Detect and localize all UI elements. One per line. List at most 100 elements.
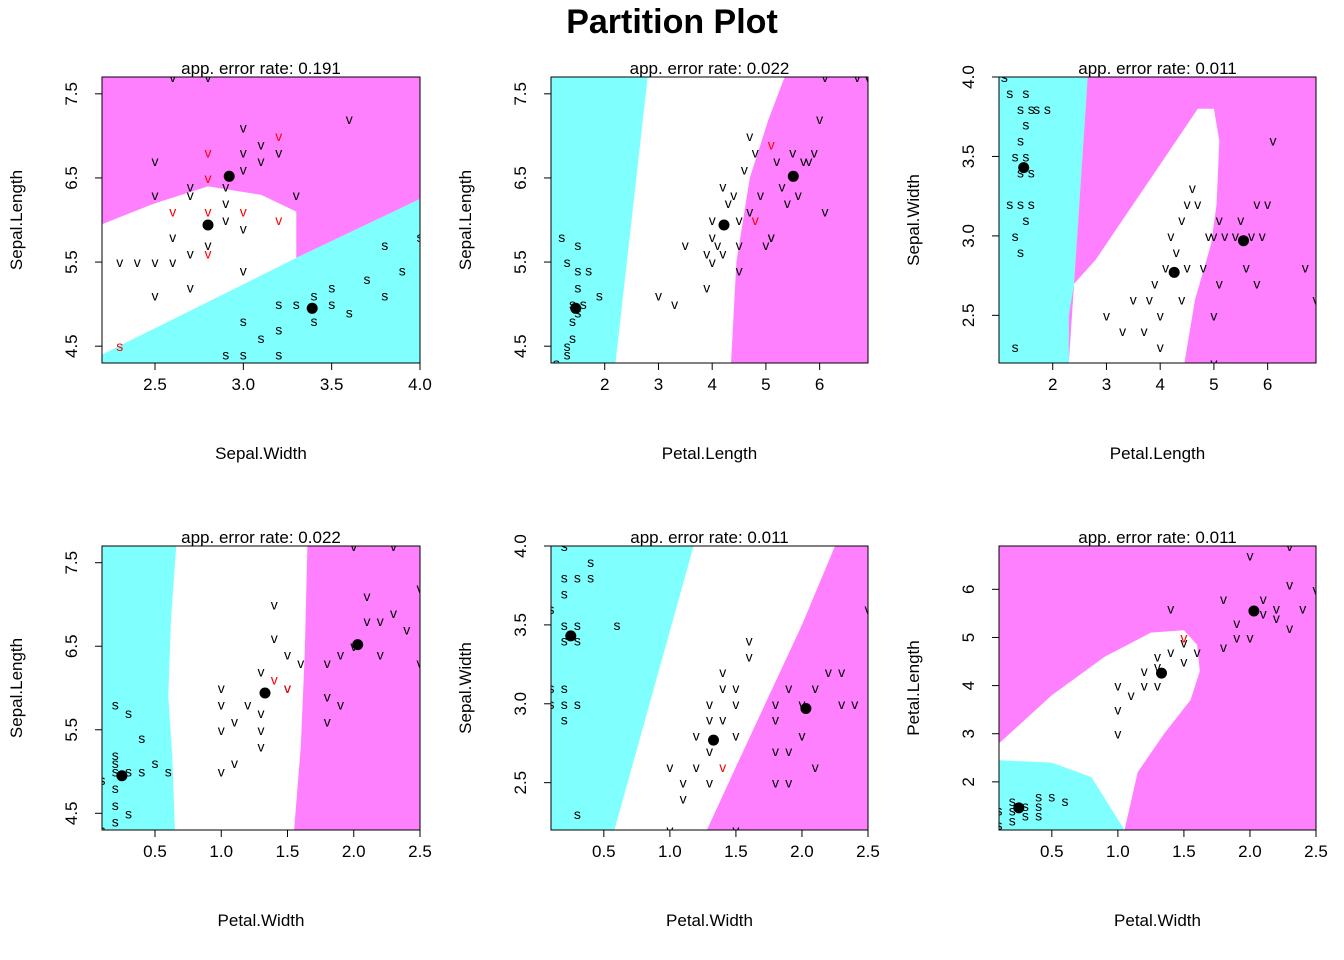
point-setosa: s: [1022, 85, 1029, 101]
point-versicolor-virginica: v: [205, 170, 212, 186]
point-versicolor-virginica: v: [785, 680, 792, 696]
point-versicolor-virginica: v: [757, 187, 764, 203]
y-tick-label: 3.5: [511, 613, 530, 637]
point-setosa: s: [574, 570, 581, 586]
point-versicolor-virginica: v: [795, 187, 802, 203]
point-versicolor-virginica: v: [258, 722, 265, 738]
point-setosa: s: [580, 296, 587, 312]
y-tick-label: 4.5: [62, 801, 81, 825]
point-versicolor-virginica: v: [364, 588, 371, 604]
y-tick-label: 3: [959, 729, 978, 738]
point-versicolor-virginica: v: [1194, 644, 1201, 660]
region-setosa: [102, 546, 177, 830]
point-setosa: s: [1033, 101, 1040, 117]
subtitle: app. error rate: 0.011: [1078, 528, 1236, 547]
point-versicolor-virginica: v: [1141, 663, 1148, 679]
point-versicolor-virginica: v: [1180, 630, 1187, 646]
point-setosa: s: [574, 279, 581, 295]
point-setosa: s: [112, 747, 119, 763]
point-setosa: s: [574, 263, 581, 279]
point-versicolor-virginica: v: [789, 145, 796, 161]
point-setosa: s: [558, 229, 565, 245]
x-tick-label: 3.5: [320, 375, 344, 394]
x-tick-label: 6: [815, 375, 824, 394]
class-mean: [223, 170, 235, 182]
point-setosa: s: [258, 330, 265, 346]
point-setosa: s: [1012, 339, 1019, 355]
regions: [551, 546, 868, 830]
regions: [999, 77, 1316, 363]
point-versicolor-virginica: v: [377, 613, 384, 629]
point-versicolor-virginica: v: [703, 279, 710, 295]
region-setosa: [102, 199, 420, 363]
point-versicolor-virginica: v: [1270, 133, 1277, 149]
point-versicolor-virginica: v: [152, 288, 159, 304]
point-versicolor-virginica: v: [187, 187, 194, 203]
plot-frame: [550, 76, 869, 364]
x-tick-label: 3: [654, 375, 663, 394]
point-versicolor-virginica: v: [784, 195, 791, 211]
x-tick-label: 2.5: [1304, 842, 1328, 861]
point-versicolor-virginica: v: [1114, 702, 1121, 718]
point-setosa: s: [1035, 808, 1042, 824]
point-versicolor-virginica: v: [222, 212, 229, 228]
point-versicolor-virginica: v: [746, 204, 753, 220]
point-versicolor-virginica: v: [169, 254, 176, 270]
point-versicolor-virginica: v: [1128, 687, 1135, 703]
plot-frame: [998, 545, 1317, 831]
point-setosa: s: [1006, 196, 1013, 212]
point-versicolor-virginica: v: [240, 145, 247, 161]
point-versicolor-virginica: v: [746, 648, 753, 664]
point-versicolor-virginica: v: [169, 204, 176, 220]
point-versicolor-virginica: v: [1141, 323, 1148, 339]
x-tick-label: 0.5: [1040, 842, 1064, 861]
point-setosa: s: [165, 764, 172, 780]
plot-frame: [101, 545, 421, 831]
point-setosa: s: [1009, 803, 1016, 819]
point-setosa: s: [222, 347, 229, 363]
point-versicolor-virginica: v: [240, 263, 247, 279]
point-setosa: s: [381, 288, 388, 304]
class-mean: [1168, 266, 1180, 278]
point-versicolor-virginica: v: [714, 237, 721, 253]
class-mean: [202, 219, 214, 231]
point-versicolor-virginica: v: [822, 204, 829, 220]
point-versicolor-virginica: v: [719, 759, 726, 775]
regions: [551, 77, 868, 363]
point-setosa: s: [1062, 793, 1069, 809]
point-setosa: s: [574, 633, 581, 649]
point-setosa: s: [293, 296, 300, 312]
point-versicolor-virginica: v: [709, 229, 716, 245]
y-tick-label: 3.0: [959, 224, 978, 248]
y-axis-label: Petal.Length: [904, 640, 923, 735]
point-versicolor-virginica: v: [187, 178, 194, 194]
point-versicolor-virginica: v: [785, 775, 792, 791]
subtitle: app. error rate: 0.022: [181, 528, 341, 547]
point-versicolor-virginica: v: [741, 162, 748, 178]
point-versicolor-virginica: v: [324, 655, 331, 671]
point-versicolor-virginica: v: [271, 597, 278, 613]
point-versicolor-virginica: v: [768, 229, 775, 245]
main-title: Partition Plot: [566, 3, 778, 41]
point-setosa: s: [1017, 164, 1024, 180]
point-setosa: s: [275, 321, 282, 337]
point-versicolor-virginica: v: [1220, 639, 1227, 655]
point-versicolor-virginica: v: [1178, 291, 1185, 307]
point-setosa: s: [112, 755, 119, 771]
point-versicolor-virginica: v: [271, 630, 278, 646]
y-tick-label: 6: [959, 585, 978, 594]
point-versicolor-virginica: v: [1194, 196, 1201, 212]
point-versicolor-virginica: v: [719, 246, 726, 262]
y-axis-label: Sepal.Width: [456, 642, 475, 734]
point-versicolor-virginica: v: [1302, 260, 1309, 276]
y-tick-label: 4.0: [959, 65, 978, 89]
point-versicolor-virginica: v: [719, 664, 726, 680]
class-mean: [1013, 802, 1025, 814]
point-versicolor-virginica: v: [736, 212, 743, 228]
point-setosa: s: [152, 755, 159, 771]
point-versicolor-virginica: v: [275, 212, 282, 228]
point-versicolor-virginica: v: [297, 655, 304, 671]
y-tick-label: 2.5: [511, 771, 530, 795]
point-versicolor-virginica: v: [732, 822, 739, 838]
